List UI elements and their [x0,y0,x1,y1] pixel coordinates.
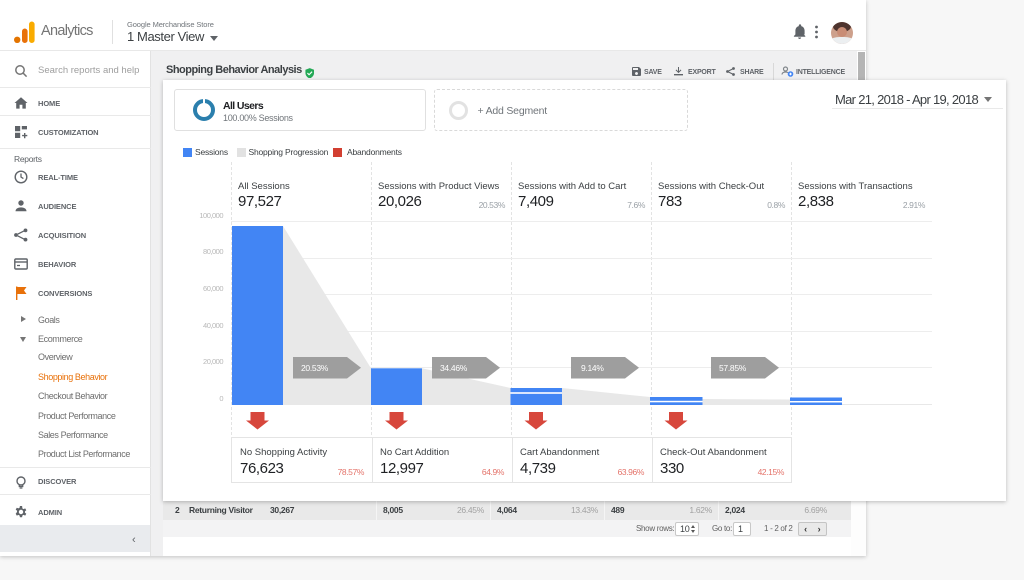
svg-text:34.46%: 34.46% [440,363,468,373]
svg-text:57.85%: 57.85% [719,363,747,373]
svg-text:20.53%: 20.53% [301,363,329,373]
svg-text:9.14%: 9.14% [581,363,604,373]
